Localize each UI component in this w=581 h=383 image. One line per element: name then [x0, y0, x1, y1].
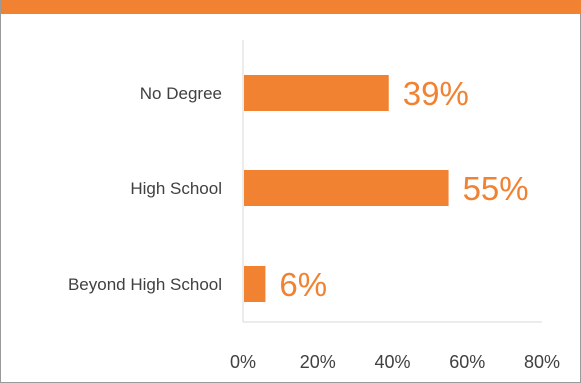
x-tick-label: 0% — [230, 352, 256, 372]
category-label: High School — [130, 179, 222, 198]
x-tick-label: 80% — [524, 352, 560, 372]
category-label: Beyond High School — [68, 275, 222, 294]
data-label: 6% — [279, 266, 327, 303]
header-accent-bar — [1, 0, 581, 14]
data-label: 39% — [403, 75, 469, 112]
data-label: 55% — [463, 170, 529, 207]
x-tick-label: 60% — [449, 352, 485, 372]
bar-1 — [244, 170, 449, 206]
x-tick-label: 20% — [300, 352, 336, 372]
bar-0 — [244, 75, 389, 111]
x-tick-label: 40% — [374, 352, 410, 372]
bar-2 — [244, 266, 266, 302]
category-label: No Degree — [140, 84, 222, 103]
